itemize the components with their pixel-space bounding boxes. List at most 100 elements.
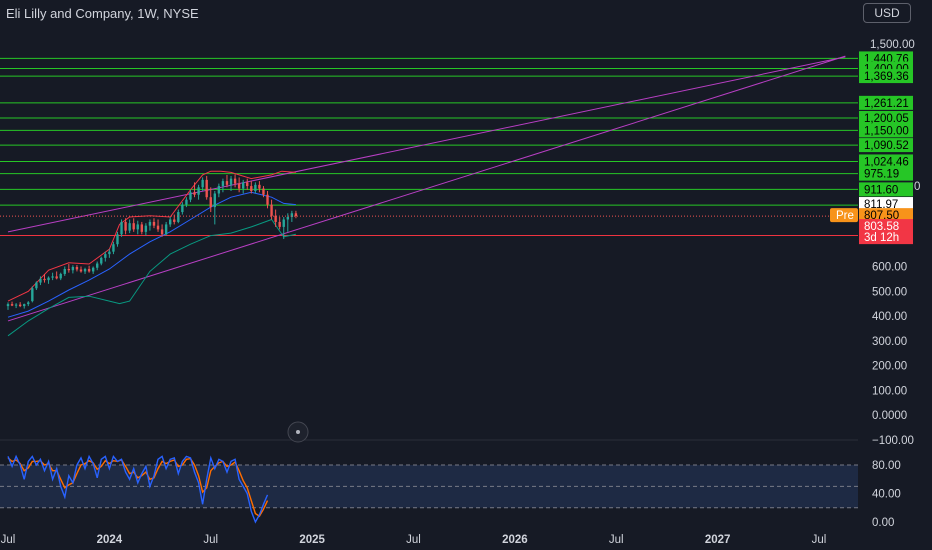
candle-body-42	[177, 212, 180, 222]
candle-body-45	[189, 192, 192, 200]
osc-y-tick-0: 80.00	[872, 460, 901, 472]
y-tick-6: 0.0000	[872, 410, 907, 422]
price-tag-bg-2	[859, 219, 913, 234]
candle-body-2	[14, 304, 18, 306]
symbol-title[interactable]: Eli Lilly and Company, 1W, NYSE	[6, 6, 199, 21]
candle-body-69	[286, 217, 289, 220]
pre-market-badge: Pre	[836, 210, 854, 222]
candle-body-13	[59, 273, 62, 279]
partial-side-label: 0	[914, 181, 920, 193]
candle-body-46	[193, 192, 196, 195]
candle-body-5	[27, 302, 30, 305]
candle-body-62	[258, 184, 261, 189]
candle-body-61	[254, 184, 257, 192]
candle-body-22	[96, 263, 99, 268]
candle-body-24	[104, 254, 107, 258]
y-tick-4: 200.00	[872, 361, 907, 373]
level-label-9: 911.60	[864, 184, 898, 196]
candle-body-7	[35, 282, 38, 289]
x-tick-4: Jul	[406, 534, 421, 546]
candle-body-51	[213, 193, 217, 208]
candle-body-25	[108, 251, 111, 255]
moving-average-line	[7, 191, 296, 318]
candle-body-54	[225, 181, 229, 185]
candle-body-39	[164, 224, 168, 235]
level-label-4: 1,200.05	[864, 113, 909, 125]
candle-body-56	[233, 178, 237, 184]
candle-body-33	[140, 224, 144, 232]
candle-body-0	[6, 304, 10, 307]
candle-body-3	[18, 304, 22, 307]
y-tick-7: −100.00	[872, 435, 914, 447]
x-tick-1: 2024	[97, 534, 123, 546]
candle-body-10	[47, 277, 50, 281]
candle-body-66	[274, 215, 277, 222]
pre-market-badge-bg	[830, 208, 858, 223]
candle-body-49	[205, 179, 208, 198]
oscillator-k-line	[7, 454, 269, 524]
level-label-2: 1,369.36	[864, 71, 909, 83]
band-upper-line	[7, 170, 296, 302]
price-tag-bg-0	[859, 197, 913, 212]
candle-body-11	[51, 276, 54, 278]
candle-body-26	[112, 244, 115, 252]
y-tick-0: 600.00	[872, 262, 907, 274]
y-tick-3: 300.00	[872, 336, 907, 348]
candle-body-23	[100, 257, 103, 264]
candle-body-19	[83, 268, 87, 272]
band-lower-line	[7, 218, 297, 337]
candle-body-14	[63, 268, 66, 274]
candle-body-53	[221, 181, 225, 187]
level-label-bg-7	[859, 154, 913, 169]
candle-body-4	[23, 304, 26, 307]
x-tick-7: 2027	[705, 534, 731, 546]
level-label-bg-9	[859, 182, 913, 197]
x-tick-2: Jul	[203, 534, 218, 546]
countdown-bg	[859, 230, 913, 245]
candle-body-16	[71, 266, 75, 271]
candle-body-58	[241, 182, 245, 189]
candle-body-68	[282, 219, 285, 227]
candle-body-59	[246, 182, 249, 187]
level-label-3: 1,261.21	[864, 98, 909, 110]
x-tick-8: Jul	[812, 534, 827, 546]
candle-body-32	[136, 224, 139, 230]
level-label-bg-6	[859, 138, 913, 153]
osc-y-tick-2: 0.00	[872, 517, 894, 529]
candle-body-27	[116, 234, 119, 245]
candle-body-43	[181, 204, 184, 213]
currency-button[interactable]: USD	[863, 3, 911, 23]
candle-body-30	[128, 223, 131, 231]
candle-body-40	[169, 219, 172, 225]
candle-body-71	[294, 213, 298, 217]
y-tick-5: 100.00	[872, 385, 907, 397]
level-label-6: 1,090.52	[864, 140, 909, 152]
candle-body-1	[10, 304, 14, 306]
candle-body-18	[79, 269, 83, 272]
candle-body-44	[185, 199, 188, 205]
scroll-button-icon	[296, 430, 300, 434]
bar-countdown: 3d 12h	[864, 232, 899, 244]
candle-body-20	[87, 268, 91, 272]
candle-body-34	[144, 225, 148, 232]
candle-body-35	[148, 221, 152, 226]
candle-body-9	[43, 278, 46, 281]
candle-body-36	[152, 221, 156, 226]
candle-body-50	[209, 197, 212, 208]
candle-body-17	[75, 266, 79, 270]
level-label-5: 1,150.00	[864, 125, 909, 137]
candle-body-28	[120, 221, 123, 235]
candle-body-6	[31, 288, 34, 302]
candle-body-29	[124, 221, 127, 231]
trendline-0	[7, 55, 846, 322]
candle-body-55	[229, 178, 233, 185]
candle-body-8	[39, 278, 42, 283]
level-label-7: 1,024.46	[864, 156, 909, 168]
candle-body-48	[201, 179, 204, 188]
candle-body-64	[266, 194, 269, 205]
x-tick-3: 2025	[299, 534, 325, 546]
candle-body-63	[262, 188, 265, 195]
y-tick-1: 500.00	[872, 286, 907, 298]
candle-body-31	[132, 223, 135, 230]
